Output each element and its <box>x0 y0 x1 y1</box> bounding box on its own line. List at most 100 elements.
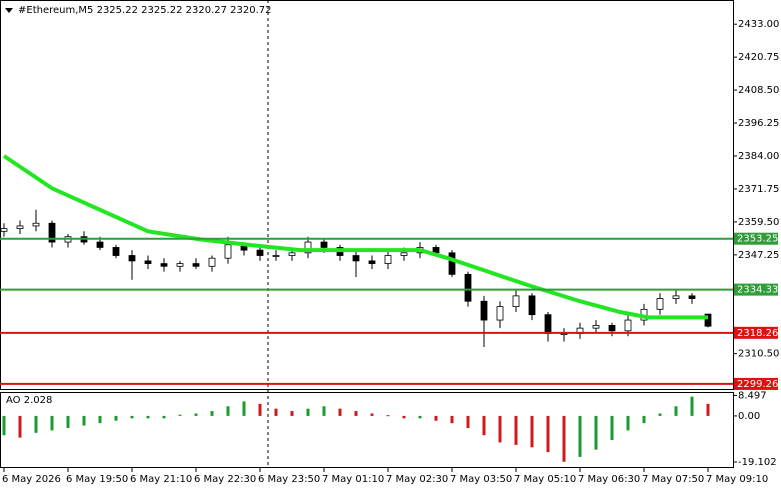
candle-body <box>304 241 312 254</box>
ao-bar <box>242 401 246 416</box>
candle-body <box>96 241 104 248</box>
candle-body <box>16 225 24 230</box>
candle-body <box>496 306 504 321</box>
ao-bar <box>146 415 150 419</box>
level-label: 2299.26 <box>737 379 778 390</box>
candle-body <box>176 263 184 267</box>
candle-body <box>688 295 696 299</box>
ao-bar <box>274 408 278 416</box>
level-label-box <box>734 377 778 390</box>
ao-bar <box>2 415 6 436</box>
x-tick-label: 7 May 07:50 <box>642 474 704 485</box>
level-label: 2318.26 <box>737 328 778 339</box>
candle-body <box>400 252 408 256</box>
candle-body <box>0 228 8 232</box>
ao-bar <box>114 415 118 421</box>
x-tick-label: 7 May 09:10 <box>706 474 768 485</box>
x-tick-label: 6 May 22:30 <box>194 474 256 485</box>
ao-bar <box>610 415 614 441</box>
candle-body <box>512 295 520 308</box>
main-panel-frame <box>0 0 734 390</box>
candle-body <box>112 247 120 256</box>
ao-bar <box>130 415 134 419</box>
ao-bar <box>210 411 214 416</box>
ao-bar <box>674 406 678 416</box>
x-tick-label: 6 May 23:50 <box>258 474 320 485</box>
collapse-icon <box>5 8 13 13</box>
ao-bar <box>642 415 646 424</box>
level-label-box <box>734 283 778 296</box>
ao-bar <box>434 415 438 421</box>
candle-body <box>256 249 264 256</box>
ao-bar <box>562 415 566 462</box>
y-tick-label: 2420.75 <box>738 52 779 63</box>
moving-average <box>2 154 708 320</box>
candle-body <box>288 252 296 256</box>
x-tick-label: 6 May 2026 <box>2 474 61 485</box>
ao-bar <box>34 415 38 433</box>
ao-bar <box>706 403 710 416</box>
x-tick-label: 7 May 05:10 <box>514 474 576 485</box>
candle-body <box>672 295 680 299</box>
candle-body <box>624 319 632 332</box>
x-tick-label: 6 May 19:50 <box>66 474 128 485</box>
candle-body <box>208 257 216 267</box>
y-tick-label: 2359.50 <box>738 217 779 228</box>
candle-body <box>352 255 360 262</box>
ao-bar <box>514 415 518 445</box>
candle-body <box>592 325 600 329</box>
ao-bar <box>194 413 198 416</box>
candle-body <box>656 298 664 310</box>
ao-bar <box>594 415 598 450</box>
ao-bar <box>338 408 342 416</box>
candle-body <box>368 260 376 264</box>
level-label-box <box>734 326 778 339</box>
x-tick-label: 7 May 03:50 <box>450 474 512 485</box>
y-tick-label: 2433.00 <box>738 19 779 30</box>
ao-bar <box>690 396 694 416</box>
ao-bar <box>162 415 166 419</box>
x-tick-label: 7 May 02:30 <box>386 474 448 485</box>
ao-bar <box>370 413 374 416</box>
ao-bar <box>18 415 22 438</box>
ao-bar <box>178 414 182 416</box>
ao-bar <box>658 413 662 416</box>
candle-body <box>480 300 488 321</box>
level-label: 2353.25 <box>737 234 778 245</box>
candle-body <box>160 263 168 267</box>
ao-bar <box>402 415 406 419</box>
ao-bar <box>450 415 454 424</box>
candle-body <box>528 295 536 316</box>
level-label-box <box>734 232 778 245</box>
ao-bar <box>322 406 326 416</box>
level-label: 2334.33 <box>737 285 778 296</box>
candle-body <box>432 247 440 254</box>
candle-body <box>704 313 712 327</box>
candle-body <box>272 255 280 257</box>
ao-title: AO 2.028 <box>6 395 52 406</box>
ao-bar <box>482 415 486 436</box>
x-tick-label: 6 May 21:10 <box>130 474 192 485</box>
candle-body <box>128 255 136 262</box>
ao-bar <box>226 406 230 416</box>
candle-body <box>544 314 552 334</box>
candle-body <box>192 263 200 267</box>
y-tick-label: 2396.25 <box>738 118 779 129</box>
x-tick-label: 7 May 06:30 <box>578 474 640 485</box>
x-tick-label: 7 May 01:10 <box>322 474 384 485</box>
ao-bar <box>50 415 54 431</box>
ao-bar <box>66 415 70 428</box>
candle-body <box>448 252 456 275</box>
ao-bar <box>418 415 422 419</box>
y-tick-label: 2371.75 <box>738 184 779 195</box>
ao-bar <box>386 415 390 417</box>
y-tick-label: 2310.50 <box>738 349 779 360</box>
ao-bar <box>98 415 102 424</box>
candle-body <box>144 260 152 264</box>
ao-bar <box>578 415 582 457</box>
ao-bar <box>306 408 310 416</box>
y-tick-label: 2347.25 <box>738 250 779 261</box>
ao-bar <box>498 415 502 443</box>
candle-body <box>464 273 472 302</box>
